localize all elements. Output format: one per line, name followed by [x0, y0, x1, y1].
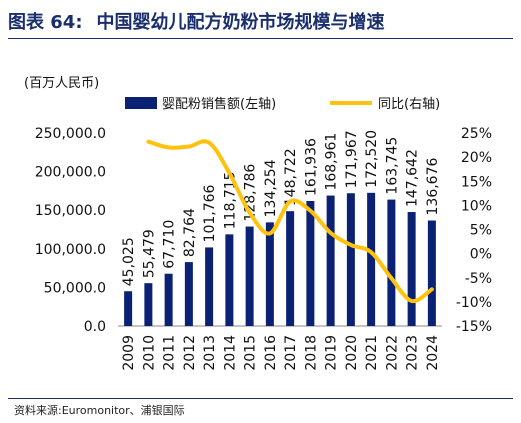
- right-axis-tick-label: 15%: [461, 174, 492, 190]
- bar: [225, 234, 234, 326]
- bar-value-labels: 45,025 55,479 67,710 82,764 101,766 118,715 12…: [121, 130, 441, 286]
- bar-value-label: 163,745: [384, 137, 400, 195]
- x-axis-tick-label: 2023: [405, 335, 421, 371]
- bar: [306, 200, 315, 326]
- x-axis-tick-label: 2009: [121, 335, 137, 371]
- x-axis-tick-label: 2016: [263, 335, 279, 371]
- right-axis: -15% -10% -5% 0% 5% 10% 15% 20% 25%: [456, 126, 492, 335]
- bar: [205, 247, 214, 326]
- footer-divider: [8, 398, 513, 399]
- bar: [286, 211, 295, 326]
- x-axis-tick-label: 2024: [425, 335, 441, 371]
- x-axis-tick-label: 2010: [141, 335, 157, 371]
- left-axis: 0.0 50,000.0 100,000.0 150,000.0 200,000.0 25…: [35, 126, 106, 335]
- bar-value-label: 171,967: [344, 130, 360, 188]
- x-axis-tick-label: 2022: [384, 335, 400, 371]
- bar-value-label: 67,710: [162, 220, 178, 269]
- title-divider: [8, 38, 513, 39]
- left-axis-tick-label: 150,000.0: [35, 203, 106, 219]
- bar: [427, 220, 436, 326]
- x-axis-tick-label: 2014: [222, 335, 238, 371]
- bar-value-label: 168,961: [324, 133, 340, 191]
- bar: [184, 262, 193, 326]
- x-axis-tick-label: 2017: [283, 335, 299, 371]
- x-axis-tick-label: 2019: [324, 335, 340, 371]
- bar: [265, 222, 274, 326]
- x-axis-tick-label: 2015: [243, 335, 259, 371]
- bar-value-label: 45,025: [121, 237, 137, 286]
- unit-label: (百万人民币): [24, 76, 99, 91]
- right-axis-tick-label: -15%: [456, 319, 492, 335]
- figure-label: 图表 64:: [8, 12, 83, 33]
- bar-value-label: 82,764: [182, 208, 198, 257]
- right-axis-tick-label: 10%: [461, 198, 492, 214]
- x-axis-tick-label: 2021: [364, 335, 380, 371]
- bar-series: [124, 192, 436, 326]
- legend: 婴配粉销售额(左轴) 同比(右轴): [125, 96, 440, 112]
- bar-value-label: 55,479: [141, 229, 157, 278]
- x-axis-tick-label: 2013: [202, 335, 218, 371]
- figure-title-bar: 图表 64: 中国婴幼儿配方奶粉市场规模与增速: [8, 4, 513, 38]
- left-axis-tick-label: 250,000.0: [35, 126, 106, 142]
- right-axis-tick-label: 0%: [470, 247, 492, 263]
- left-axis-tick-label: 0.0: [84, 319, 106, 335]
- bar-value-label: 134,254: [263, 159, 279, 217]
- bar: [164, 273, 173, 326]
- left-axis-tick-label: 50,000.0: [44, 280, 106, 296]
- bar: [387, 199, 396, 326]
- x-axis-tick-label: 2011: [162, 335, 178, 371]
- bar: [346, 193, 355, 326]
- bar: [124, 291, 133, 326]
- right-axis-tick-label: 20%: [461, 150, 492, 166]
- right-axis-tick-label: -10%: [456, 295, 492, 311]
- bar-value-label: 147,642: [405, 149, 421, 207]
- bar-value-label: 118,715: [222, 171, 238, 229]
- legend-bar-label: 婴配粉销售额(左轴): [162, 96, 276, 112]
- bar: [144, 283, 153, 326]
- bar-value-label: 101,766: [202, 184, 218, 242]
- x-axis-tick-label: 2020: [344, 335, 360, 371]
- bar: [245, 226, 254, 326]
- left-axis-tick-label: 100,000.0: [35, 242, 106, 258]
- right-axis-tick-label: -5%: [465, 271, 492, 287]
- legend-bar-swatch: [125, 97, 157, 109]
- bar: [326, 195, 335, 326]
- x-axis-tick-label: 2018: [303, 335, 319, 371]
- bar-value-label: 161,936: [303, 138, 319, 196]
- figure-title: 中国婴幼儿配方奶粉市场规模与增速: [96, 12, 385, 33]
- bar-value-label: 172,520: [364, 130, 380, 188]
- bar-value-label: 148,722: [283, 148, 299, 206]
- bar-value-label: 136,676: [425, 157, 441, 215]
- left-axis-tick-label: 200,000.0: [35, 165, 106, 181]
- right-axis-tick-label: 5%: [470, 223, 492, 239]
- x-axis-tick-label: 2012: [182, 335, 198, 371]
- right-axis-tick-label: 25%: [461, 126, 492, 142]
- legend-line-label: 同比(右轴): [378, 97, 440, 112]
- yoy-line-series: [146, 139, 434, 304]
- bar: [367, 192, 376, 326]
- x-axis: 2009 2010 2011 2012 2013 2014 2015 2016 2017 2018…: [121, 335, 441, 371]
- bar: [407, 212, 416, 326]
- source-note: 资料来源:Euromonitor、浦银国际: [14, 404, 185, 417]
